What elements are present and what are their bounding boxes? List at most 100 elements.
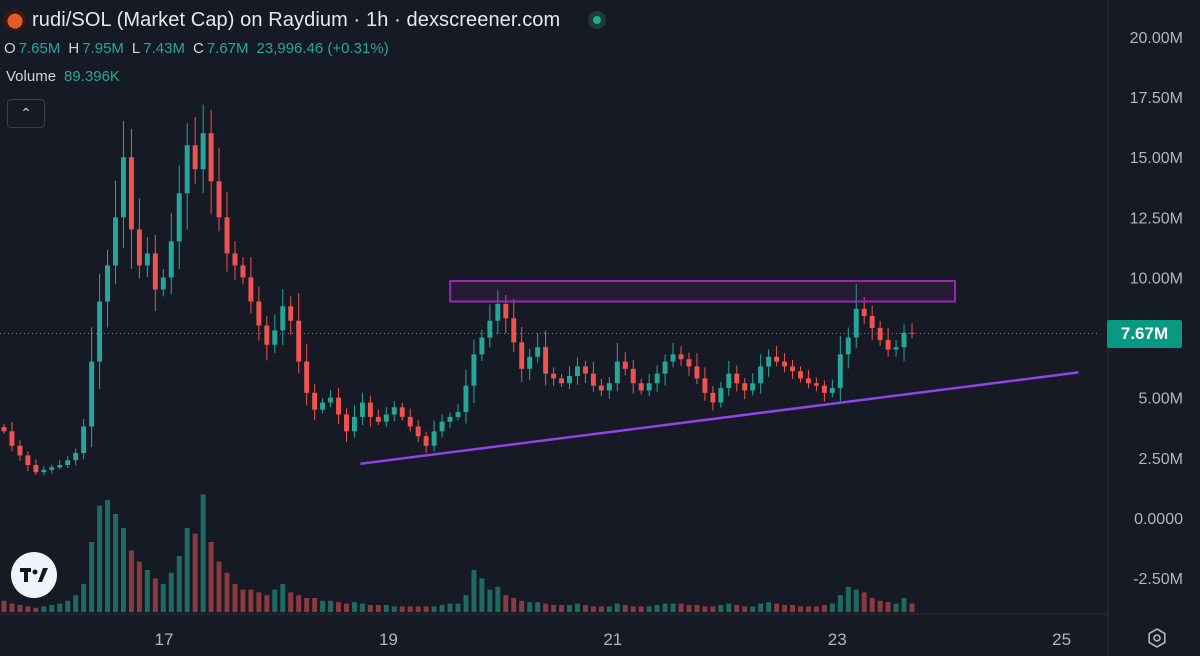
volume-bar xyxy=(813,606,819,612)
volume-bar xyxy=(758,603,764,612)
y-tick-label: 5.00M xyxy=(1139,391,1183,408)
candle-body xyxy=(407,416,413,427)
volume-bar xyxy=(582,605,588,612)
candle-body xyxy=(17,445,23,456)
live-status-icon[interactable] xyxy=(588,11,607,29)
volume-bar xyxy=(590,606,596,612)
volume-bar xyxy=(774,603,780,612)
y-tick-label: 2.50M xyxy=(1139,451,1183,468)
volume-bar xyxy=(790,605,795,612)
candle-body xyxy=(487,320,493,338)
candle-body xyxy=(375,416,381,422)
candle-body xyxy=(296,320,302,362)
tradingview-logo-glyph xyxy=(20,568,48,582)
volume-bar xyxy=(152,578,158,612)
candle-body xyxy=(57,464,63,468)
volume-bar xyxy=(312,598,318,612)
y-tick-label: -2.50M xyxy=(1133,571,1183,588)
candle-body xyxy=(790,366,795,372)
candle-body xyxy=(200,133,206,170)
candle-body xyxy=(511,318,517,343)
candle-body xyxy=(280,306,286,331)
volume-bar xyxy=(487,589,493,612)
volume-bar xyxy=(415,606,421,612)
candle-body xyxy=(160,277,166,290)
volume-bar xyxy=(391,606,397,612)
candle-body xyxy=(248,277,254,302)
candle-body xyxy=(702,378,708,393)
volume-bar xyxy=(49,605,55,612)
candle-body xyxy=(463,385,469,413)
candle-body xyxy=(336,397,341,415)
volume-bar xyxy=(527,602,533,612)
volume-bar xyxy=(439,605,445,612)
volume-bar xyxy=(136,561,142,612)
candle-body xyxy=(304,361,310,393)
volume-bar xyxy=(845,586,851,612)
candle-body xyxy=(805,378,811,384)
volume-bar xyxy=(479,578,485,612)
volume-bar xyxy=(431,606,437,612)
volume-bar xyxy=(901,598,907,612)
y-tick-label: 0.0000 xyxy=(1134,511,1183,528)
tradingview-logo-icon[interactable] xyxy=(11,552,57,598)
volume-bar xyxy=(89,542,95,612)
volume-bar xyxy=(367,605,373,612)
y-tick-label: 15.00M xyxy=(1130,150,1183,167)
volume-bar xyxy=(232,584,238,612)
y-tick-label: 12.50M xyxy=(1130,210,1183,227)
volume-bar xyxy=(495,586,501,612)
candle-body xyxy=(678,354,684,360)
candle-body xyxy=(447,416,453,422)
candle-body xyxy=(216,181,222,218)
candle-body xyxy=(49,467,55,470)
volume-bar xyxy=(678,603,684,612)
volume-bar xyxy=(551,605,557,612)
candle-body xyxy=(551,373,557,379)
volume-bar xyxy=(471,570,477,612)
candle-body xyxy=(431,431,437,446)
volume-bar xyxy=(567,605,572,612)
volume-bar xyxy=(17,605,23,612)
x-tick-label: 25 xyxy=(1052,630,1071,649)
volume-bar xyxy=(144,570,150,612)
volume-bar xyxy=(328,600,334,612)
volume-bar xyxy=(853,589,859,612)
candle-body xyxy=(686,359,692,367)
candle-body xyxy=(359,402,365,417)
volume-bar xyxy=(264,595,270,612)
volume-bar xyxy=(511,598,517,612)
candle-body xyxy=(829,388,835,393)
candle-body xyxy=(367,402,373,417)
volume-bar xyxy=(9,603,15,612)
volume-bar xyxy=(622,605,628,612)
volume-bar xyxy=(575,603,580,612)
candle-body xyxy=(742,383,748,391)
volume-bar xyxy=(288,592,294,612)
candle-body xyxy=(885,339,891,350)
collapse-legend-button[interactable]: ⌃ xyxy=(7,99,45,128)
candle-body xyxy=(439,421,445,432)
candle-body xyxy=(224,217,230,254)
candle-body xyxy=(734,373,740,384)
volume-bar xyxy=(805,606,811,612)
candle-body xyxy=(33,464,39,473)
candle-body xyxy=(113,217,118,266)
volume-bar xyxy=(176,556,182,612)
candle-body xyxy=(240,265,246,278)
gear-icon[interactable] xyxy=(1146,627,1168,649)
volume-bars xyxy=(1,494,915,612)
candle-body xyxy=(606,383,612,391)
volume-bar xyxy=(216,561,222,612)
volume-bar xyxy=(383,605,389,612)
volume-bar xyxy=(336,602,341,612)
token-avatar xyxy=(4,9,26,31)
volume-bar xyxy=(447,603,453,612)
annotations[interactable] xyxy=(0,280,1100,466)
candle-body xyxy=(535,347,541,357)
candle-body xyxy=(614,361,620,384)
price-axis[interactable]: 20.00M17.50M15.00M12.50M10.00M7.50M5.00M… xyxy=(1130,30,1183,588)
volume-bar xyxy=(375,605,381,612)
candle-body xyxy=(646,383,652,391)
